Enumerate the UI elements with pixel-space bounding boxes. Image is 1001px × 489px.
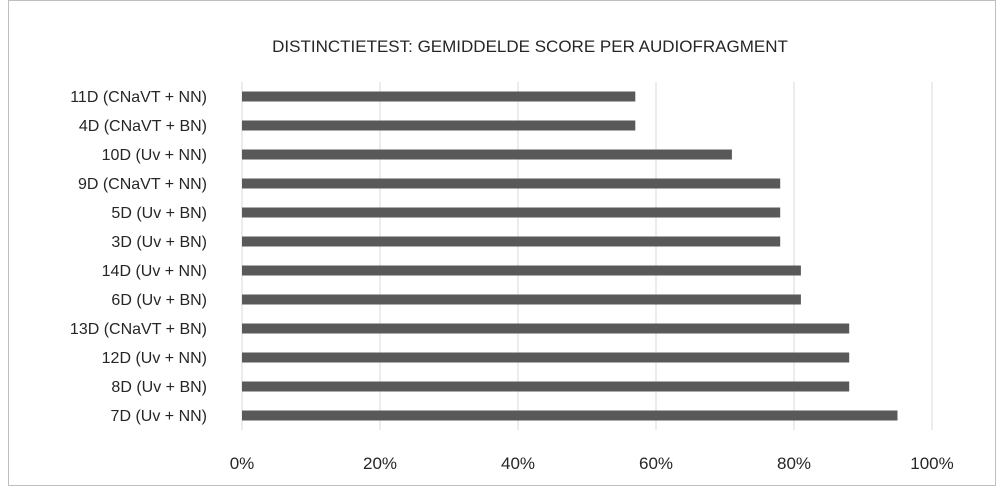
category-label: 14D (Uv + NN) — [102, 263, 207, 280]
x-tick-label: 40% — [501, 454, 535, 473]
x-tick-label: 0% — [230, 454, 255, 473]
x-tick-label: 20% — [363, 454, 397, 473]
chart-title: DISTINCTIETEST: GEMIDDELDE SCORE PER AUD… — [272, 37, 788, 56]
gridlines — [241, 82, 933, 430]
bar — [242, 265, 801, 276]
category-label: 11D (CNaVT + NN) — [70, 89, 207, 106]
x-tick-labels: 0% 20% 40% 60% 80% 100% — [230, 454, 954, 473]
bar — [242, 323, 850, 334]
category-label: 3D (Uv + BN) — [111, 234, 207, 251]
bar — [242, 149, 732, 160]
x-tick-label: 80% — [777, 454, 811, 473]
bars — [242, 91, 898, 421]
category-label: 4D (CNaVT + BN) — [79, 118, 207, 135]
category-label: 8D (Uv + BN) — [111, 379, 207, 396]
bar — [242, 91, 636, 102]
bar — [242, 294, 801, 305]
category-label: 5D (Uv + BN) — [111, 205, 207, 222]
category-label: 7D (Uv + NN) — [111, 408, 207, 425]
category-label: 10D (Uv + NN) — [102, 147, 207, 164]
category-label: 6D (Uv + BN) — [111, 292, 207, 309]
category-label: 9D (CNaVT + NN) — [78, 176, 207, 193]
x-tick-label: 100% — [910, 454, 953, 473]
bar — [242, 120, 636, 131]
bar — [242, 352, 850, 363]
bar — [242, 381, 850, 392]
category-labels: 11D (CNaVT + NN) 4D (CNaVT + BN) 10D (Uv +… — [70, 89, 207, 425]
category-label: 12D (Uv + NN) — [102, 350, 207, 367]
bar — [242, 178, 781, 189]
bar — [242, 410, 898, 421]
x-tick-label: 60% — [639, 454, 673, 473]
bar — [242, 207, 781, 218]
bar — [242, 236, 781, 247]
category-label: 13D (CNaVT + BN) — [70, 321, 207, 338]
